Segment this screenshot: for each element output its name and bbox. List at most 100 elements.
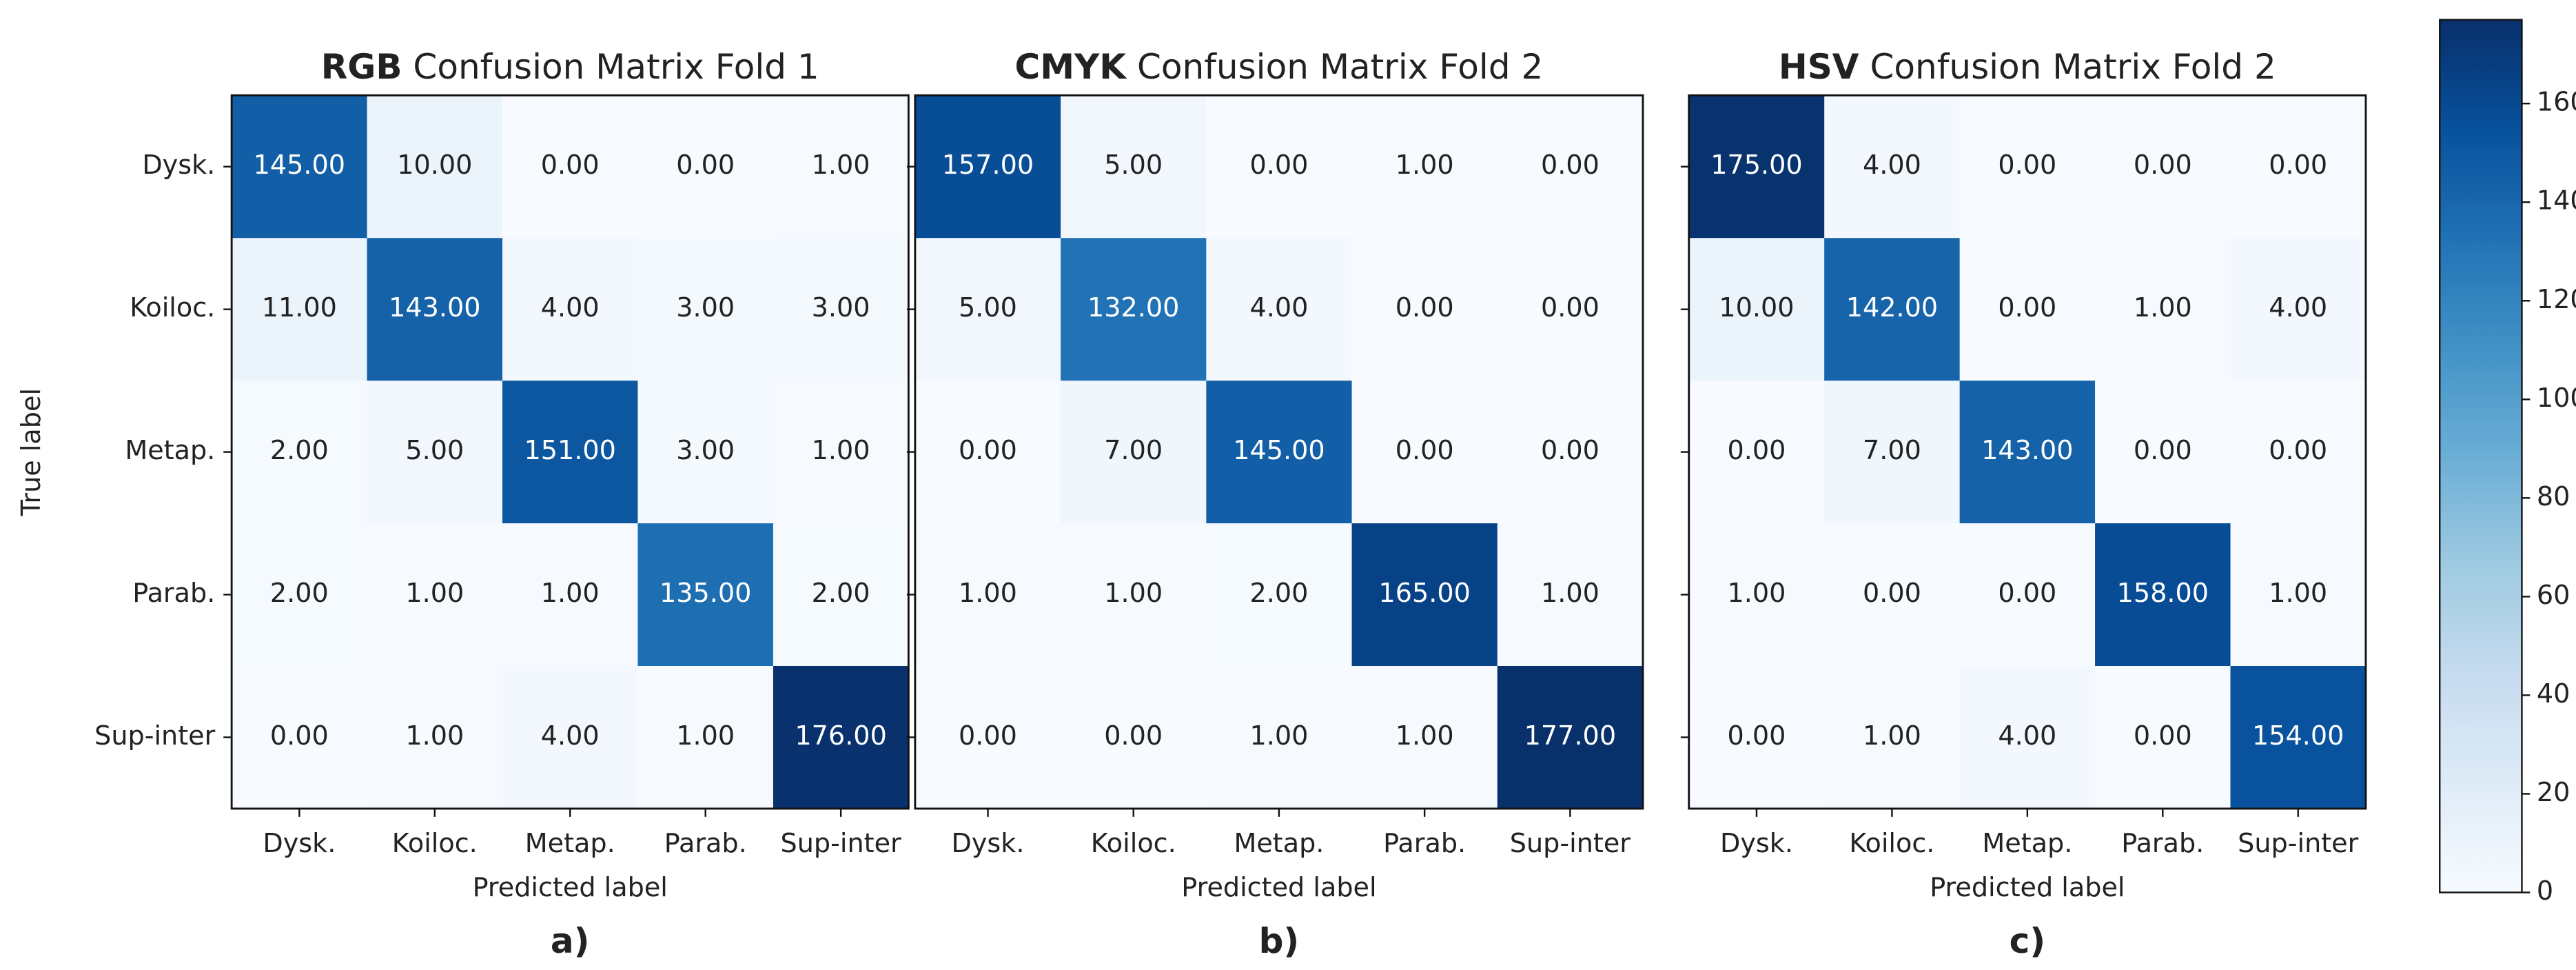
cell-label: 3.00 [676, 435, 735, 465]
cell-label: 2.00 [812, 578, 870, 608]
x-tick-label: Parab. [2121, 828, 2204, 858]
cell-label: 175.00 [1710, 150, 1802, 180]
cell [773, 381, 910, 524]
colorbar-tick-label: 40 [2537, 678, 2570, 709]
x-tick-label: Dysk. [263, 828, 336, 858]
cell [2230, 95, 2367, 239]
cell-label: 132.00 [1087, 292, 1179, 323]
cell [2230, 381, 2367, 524]
panel-caption: c) [2010, 921, 2046, 961]
cell-label: 11.00 [262, 292, 337, 323]
cell-label: 0.00 [1249, 150, 1308, 180]
cell [502, 665, 639, 809]
panel-caption: b) [1259, 921, 1300, 961]
cell-label: 4.00 [1249, 292, 1308, 323]
cell [1688, 381, 1825, 524]
cell [232, 95, 368, 239]
cell-label: 1.00 [1863, 720, 1921, 751]
cell [367, 238, 503, 381]
cell-label: 1.00 [1396, 150, 1454, 180]
cell-label: 1.00 [1728, 578, 1786, 608]
cell-label: 7.00 [1104, 435, 1163, 465]
cell [1061, 95, 1207, 239]
cell [502, 238, 639, 381]
chart-title: HSV Confusion Matrix Fold 2 [1779, 47, 2276, 87]
x-tick-label: Sup-inter [781, 828, 901, 858]
cell-label: 0.00 [2134, 435, 2192, 465]
cell [1061, 238, 1207, 381]
cell [232, 238, 368, 381]
cell-label: 1.00 [676, 720, 735, 751]
cell-label: 143.00 [389, 292, 480, 323]
cell [2230, 523, 2367, 667]
cell [2095, 665, 2231, 809]
cell [1206, 238, 1353, 381]
cell [914, 95, 1061, 239]
title-bold: CMYK [1015, 47, 1128, 87]
cell [1688, 95, 1825, 239]
cell [232, 665, 368, 809]
cell-label: 2.00 [270, 435, 329, 465]
cell [914, 523, 1061, 667]
cell-label: 0.00 [1541, 150, 1599, 180]
x-tick-label: Metap. [525, 828, 615, 858]
cell-label: 0.00 [959, 720, 1017, 751]
x-tick-label: Dysk. [1720, 828, 1793, 858]
cell [1824, 238, 1961, 381]
title-text: Confusion Matrix Fold 1 [413, 47, 819, 87]
cell-label: 0.00 [1863, 578, 1921, 608]
cell [1824, 95, 1961, 239]
cell [1959, 95, 2096, 239]
cell [637, 665, 774, 809]
cell-label: 1.00 [1104, 578, 1163, 608]
cell [773, 523, 910, 667]
x-tick-label: Koiloc. [1849, 828, 1934, 858]
cell-label: 0.00 [2134, 720, 2192, 751]
cell [1206, 381, 1353, 524]
cell [1351, 238, 1498, 381]
cell [1351, 665, 1498, 809]
y-axis-label: True label [16, 388, 46, 516]
cell-label: 0.00 [270, 720, 329, 751]
cell-label: 0.00 [2269, 150, 2327, 180]
cell-label: 1.00 [405, 578, 464, 608]
cell-label: 142.00 [1846, 292, 1938, 323]
cell-label: 3.00 [812, 292, 870, 323]
cell-label: 0.00 [1396, 292, 1454, 323]
cell-label: 3.00 [676, 292, 735, 323]
cell-label: 157.00 [942, 150, 1034, 180]
x-axis-label: Predicted label [1930, 872, 2125, 902]
y-tick-label: Sup-inter [94, 720, 215, 751]
x-axis-label: Predicted label [1181, 872, 1376, 902]
cell [1206, 665, 1353, 809]
cell [2095, 95, 2231, 239]
title-text: Confusion Matrix Fold 2 [1137, 47, 1543, 87]
colorbar-tick-label: 20 [2537, 777, 2570, 807]
cell-label: 0.00 [676, 150, 735, 180]
panel-caption: a) [551, 921, 590, 961]
cell [1497, 95, 1644, 239]
x-tick-label: Metap. [1234, 828, 1324, 858]
cell [637, 381, 774, 524]
cell [2095, 381, 2231, 524]
cell-label: 5.00 [405, 435, 464, 465]
colorbar-tick-label: 100 [2537, 383, 2576, 413]
cell-label: 0.00 [1728, 720, 1786, 751]
cell [637, 238, 774, 381]
x-tick-label: Dysk. [952, 828, 1025, 858]
cell [367, 95, 503, 239]
cell-label: 7.00 [1863, 435, 1921, 465]
cell-label: 5.00 [1104, 150, 1163, 180]
cell [1206, 523, 1353, 667]
cell [1824, 523, 1961, 667]
cell-label: 1.00 [812, 150, 870, 180]
cell-label: 0.00 [959, 435, 1017, 465]
y-tick-label: Dysk. [142, 150, 215, 180]
cell-label: 0.00 [1998, 150, 2056, 180]
colorbar [2439, 19, 2523, 893]
cell [2230, 665, 2367, 809]
cell-label: 1.00 [1249, 720, 1308, 751]
title-bold: HSV [1779, 47, 1859, 87]
colorbar-tick-label: 60 [2537, 580, 2570, 610]
